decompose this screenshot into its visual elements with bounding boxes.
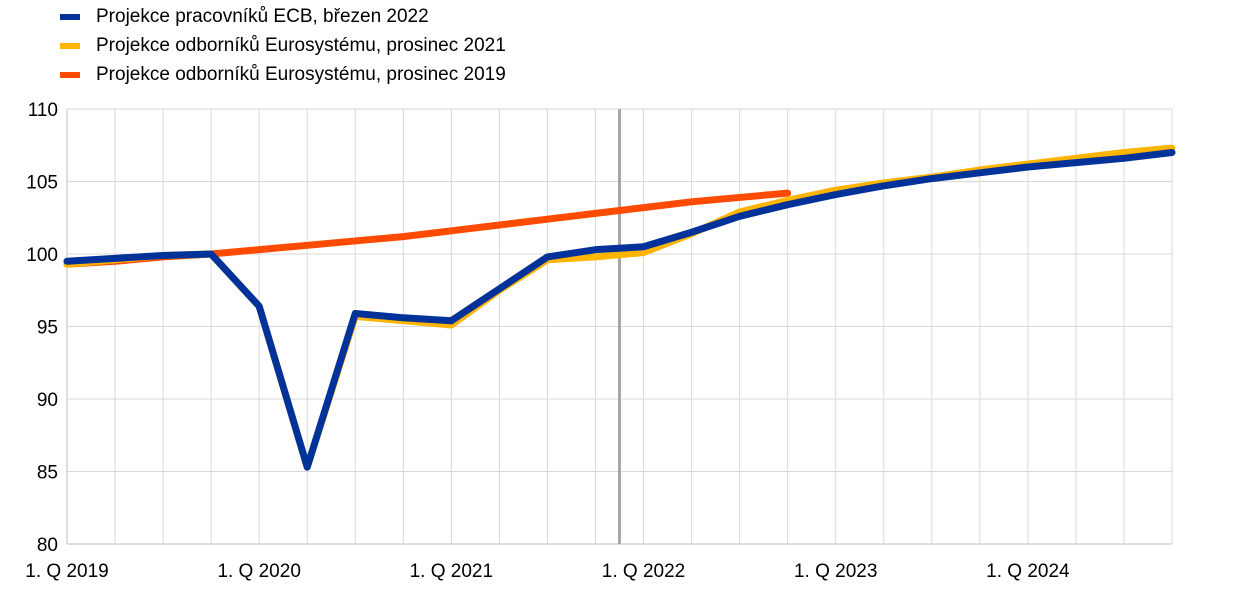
legend-swatch (60, 13, 80, 20)
legend-item-eurosystem-dec-2021: Projekce odborníků Eurosystému, prosinec… (60, 31, 506, 60)
y-tick-label: 90 (37, 390, 58, 411)
y-tick-label: 105 (26, 173, 58, 194)
legend-item-eurosystem-dec-2019: Projekce odborníků Eurosystému, prosinec… (60, 60, 506, 89)
legend-label: Projekce pracovníků ECB, březen 2022 (96, 5, 429, 27)
x-tick-label: 1. Q 2022 (602, 561, 685, 582)
x-tick-label: 1. Q 2019 (25, 561, 108, 582)
x-tick-label: 1. Q 2021 (410, 561, 493, 582)
legend-swatch (60, 71, 80, 78)
y-tick-label: 95 (37, 318, 58, 339)
y-tick-label: 85 (37, 463, 58, 484)
y-tick-label: 100 (26, 245, 58, 266)
series-line-2 (63, 149, 1176, 471)
legend-label: Projekce odborníků Eurosystému, prosinec… (96, 34, 506, 56)
legend-swatch (60, 42, 80, 49)
legend-label: Projekce odborníků Eurosystému, prosinec… (96, 63, 506, 85)
x-tick-label: 1. Q 2020 (217, 561, 300, 582)
legend: Projekce pracovníků ECB, březen 2022 Pro… (60, 2, 506, 89)
legend-item-ecb-march-2022: Projekce pracovníků ECB, březen 2022 (60, 2, 506, 31)
x-tick-label: 1. Q 2023 (794, 561, 877, 582)
x-tick-label: 1. Q 2024 (986, 561, 1070, 582)
y-tick-label: 80 (37, 535, 58, 556)
y-tick-label: 110 (28, 100, 58, 121)
